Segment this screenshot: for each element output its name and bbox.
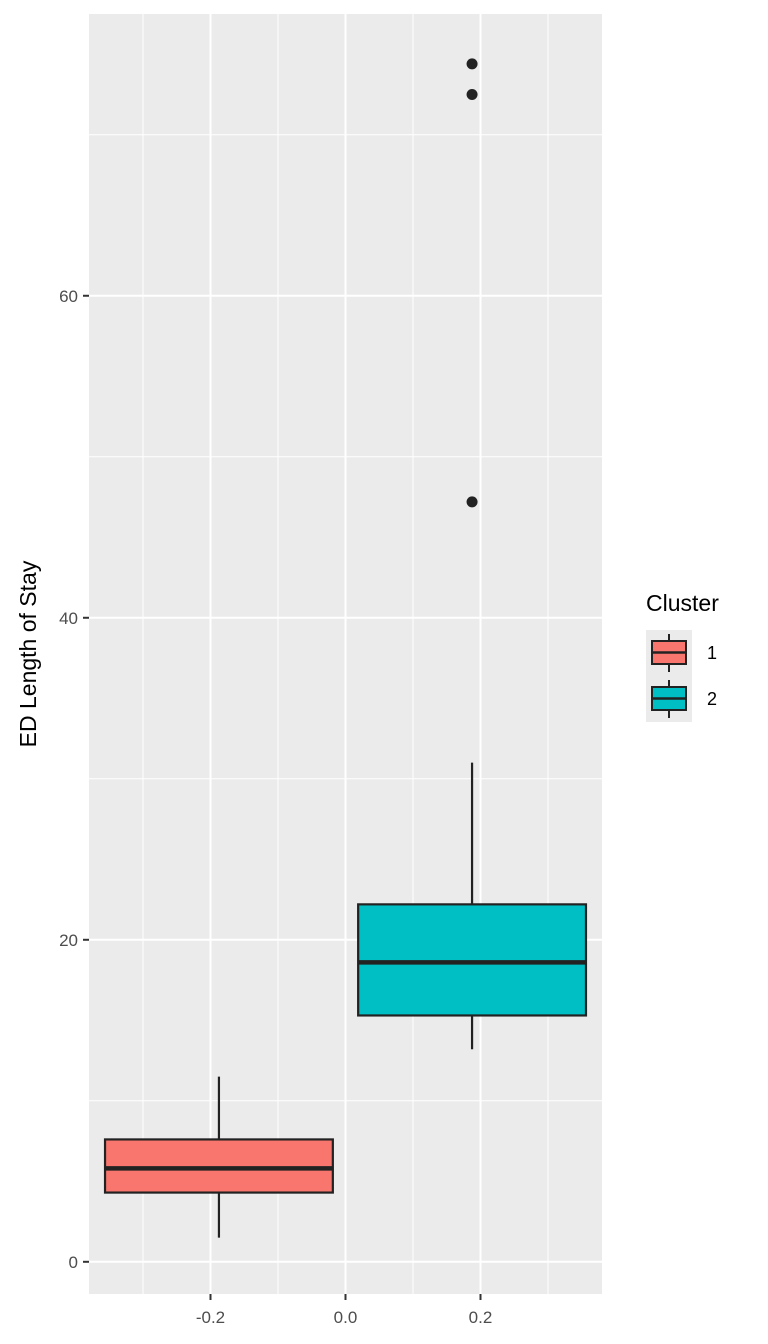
boxes bbox=[103, 58, 588, 1238]
legend-label: 1 bbox=[707, 643, 717, 663]
legend-label: 2 bbox=[707, 689, 717, 709]
grid-minor bbox=[89, 14, 602, 1294]
legend: Cluster 1 2 bbox=[646, 590, 719, 722]
outlier-point bbox=[466, 89, 478, 101]
y-tick-label: 60 bbox=[59, 287, 78, 306]
outlier-point bbox=[466, 58, 478, 70]
y-tick-label: 0 bbox=[69, 1253, 78, 1272]
x-tick-label: 0.0 bbox=[334, 1308, 358, 1327]
y-tick-label: 20 bbox=[59, 931, 78, 950]
legend-item-2: 2 bbox=[646, 676, 717, 722]
y-axis-title: ED Length of Stay bbox=[15, 560, 41, 747]
box-series-1 bbox=[103, 1076, 334, 1238]
legend-item-1: 1 bbox=[646, 630, 717, 676]
box bbox=[357, 903, 588, 1017]
x-tick-label: 0.2 bbox=[469, 1308, 493, 1327]
y-tick-label: 40 bbox=[59, 609, 78, 628]
axes: -0.2 0.0 0.2 0 20 40 60 bbox=[59, 287, 492, 1327]
x-tick-label: -0.2 bbox=[196, 1308, 225, 1327]
grid-major bbox=[89, 14, 602, 1294]
outlier-point bbox=[466, 496, 478, 508]
box-series-2 bbox=[357, 58, 588, 1050]
legend-title: Cluster bbox=[646, 590, 719, 616]
box bbox=[103, 1138, 334, 1194]
